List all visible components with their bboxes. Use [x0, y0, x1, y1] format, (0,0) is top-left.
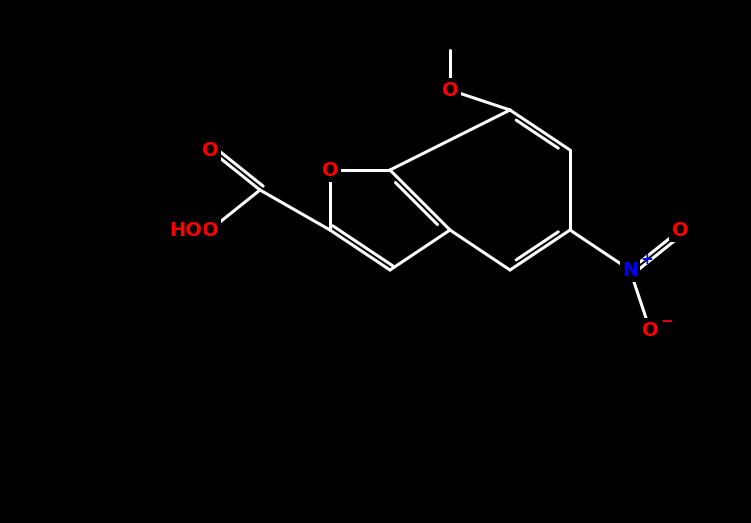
Text: O: O [671, 221, 689, 240]
Text: N: N [622, 260, 638, 279]
Text: O: O [442, 81, 458, 99]
Text: HO: HO [169, 221, 202, 240]
Text: O: O [641, 321, 659, 339]
Text: O: O [321, 161, 338, 179]
Text: O: O [202, 141, 219, 160]
Text: +: + [640, 253, 653, 267]
Text: O: O [202, 221, 219, 240]
Text: −: − [660, 314, 673, 329]
